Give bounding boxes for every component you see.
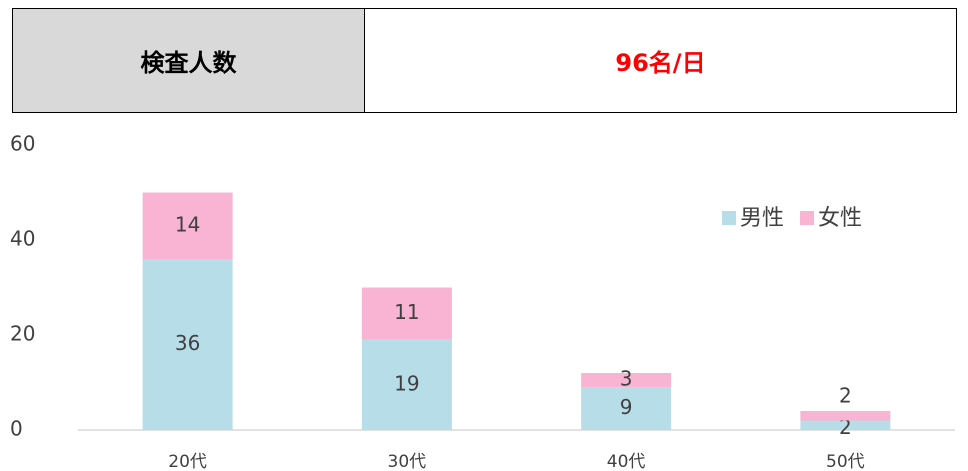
bar-segment [361, 287, 452, 340]
y-tick-label: 20 [10, 322, 35, 346]
x-tick-label: 40代 [607, 452, 646, 471]
data-label: 19 [394, 371, 419, 395]
header-table: 検査人数 96名/日 [12, 8, 957, 113]
data-label: 14 [175, 212, 200, 236]
y-tick-label: 40 [10, 227, 35, 251]
data-label: 9 [620, 395, 633, 419]
bar-segment [142, 259, 233, 430]
bar-segment [581, 373, 672, 388]
legend-label: 女性 [818, 206, 862, 231]
bar-segment [800, 420, 891, 430]
bar-segment [800, 411, 891, 421]
legend-label: 男性 [740, 206, 784, 231]
legend-swatch [800, 211, 815, 225]
data-label: 2 [839, 384, 852, 408]
data-label: 3 [620, 367, 633, 391]
x-tick-label: 30代 [388, 452, 427, 471]
bar-segment [361, 339, 452, 430]
header-label: 検査人数 [13, 9, 365, 112]
y-tick-label: 60 [10, 132, 35, 156]
header-value: 96名/日 [615, 49, 706, 77]
x-tick-label: 20代 [168, 452, 207, 471]
bar-segment [581, 387, 672, 430]
x-tick-label: 50代 [826, 452, 865, 471]
bar-segment [142, 192, 233, 259]
y-tick-label: 0 [10, 417, 23, 441]
legend-swatch [722, 211, 736, 225]
data-label: 2 [839, 415, 852, 439]
data-label: 11 [394, 300, 419, 324]
data-label: 36 [175, 331, 200, 355]
